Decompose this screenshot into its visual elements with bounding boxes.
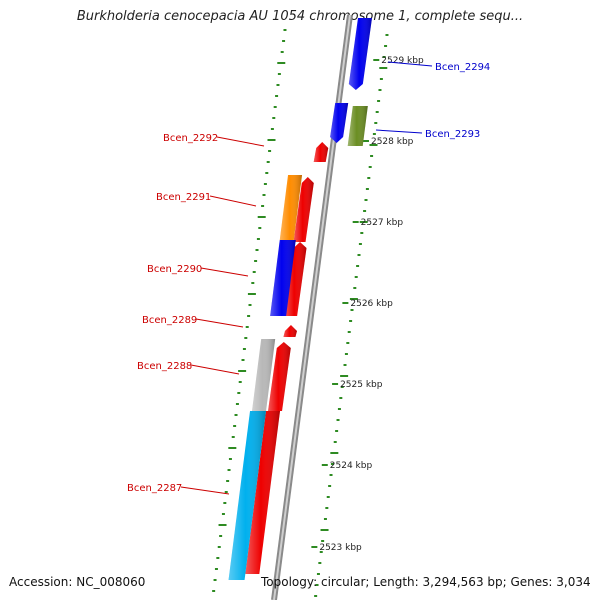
gene-name: Bcen_2292 <box>163 133 218 144</box>
feature-shading <box>268 342 291 411</box>
kbp-label: 2527 kbp <box>361 218 404 228</box>
feature-bcen-2293-product-blue- <box>330 103 349 143</box>
gene-name: Bcen_2290 <box>147 264 202 275</box>
gene-name: Bcen_2293 <box>425 129 480 140</box>
feature-bcen-2291-product <box>279 175 303 240</box>
gene-label-bcen-2288: Bcen_2288 <box>137 361 240 375</box>
feature-bcen-2291-gene <box>293 177 314 242</box>
gene-label-bcen-2287: Bcen_2287 <box>127 483 230 495</box>
feature-bcen-2294-product <box>348 18 372 90</box>
feature-shading <box>348 18 372 90</box>
gene-name: Bcen_2288 <box>137 361 192 372</box>
kbp-label: 2526 kbp <box>350 299 393 309</box>
tick-marks <box>212 29 389 597</box>
leader-line <box>387 61 433 67</box>
topology-summary: Topology: circular; Length: 3,294,563 bp… <box>261 575 591 589</box>
leader-line <box>216 136 265 147</box>
gene-label-bcen-2290: Bcen_2290 <box>147 264 249 277</box>
gene-name: Bcen_2287 <box>127 483 182 494</box>
feature-shading <box>252 339 276 411</box>
feature-shading <box>293 177 314 242</box>
gene-label-bcen-2292: Bcen_2292 <box>163 133 265 147</box>
feature-shading <box>228 411 267 580</box>
kbp-label: 2524 kbp <box>330 461 373 471</box>
feature-bcen-2287-product <box>228 411 267 580</box>
feature-shading <box>279 175 303 240</box>
feature-shading <box>347 106 368 146</box>
leader-line <box>190 364 240 375</box>
kbp-label: 2528 kbp <box>371 137 414 147</box>
gene-label-bcen-2289: Bcen_2289 <box>142 315 244 328</box>
gene-name: Bcen_2289 <box>142 315 197 326</box>
feature-bcen-2287-gene <box>245 411 281 574</box>
feature-shading <box>270 240 296 316</box>
feature-bcen-2288-gene <box>268 342 291 411</box>
gene-label-bcen-2294: Bcen_2294 <box>387 61 490 73</box>
gene-label-bcen-2291: Bcen_2291 <box>156 192 257 207</box>
leader-line <box>375 129 423 134</box>
leader-line <box>200 267 249 277</box>
feature-bcen-2290-gene <box>284 242 307 316</box>
gene-features <box>228 18 372 580</box>
gene-name: Bcen_2291 <box>156 192 211 203</box>
gene-label-bcen-2293: Bcen_2293 <box>375 129 480 140</box>
feature-shading <box>313 142 329 162</box>
feature-shading <box>284 242 307 316</box>
feature-bcen-2293-product-green- <box>347 106 368 146</box>
leader-line <box>180 486 230 495</box>
kbp-label: 2523 kbp <box>319 543 362 553</box>
feature-bcen-2292-gene <box>313 142 329 162</box>
feature-shading <box>245 411 281 574</box>
kbp-label: 2529 kbp <box>381 56 424 66</box>
feature-shading <box>330 103 349 143</box>
feature-bcen-2290-product <box>270 240 296 316</box>
gene-name: Bcen_2294 <box>435 62 490 73</box>
feature-bcen-2289-gene <box>283 325 297 337</box>
accession-label: Accession: NC_008060 <box>9 575 146 589</box>
sequence-title: Burkholderia cenocepacia AU 1054 chromos… <box>76 9 524 24</box>
feature-bcen-2288-product <box>252 339 276 411</box>
feature-shading <box>283 325 297 337</box>
leader-line <box>209 195 257 207</box>
leader-line <box>195 318 244 328</box>
labels: 2529 kbp 2528 kbp 2527 kbp 2526 kbp 2525 kbp… <box>127 56 490 553</box>
kbp-label: 2525 kbp <box>340 380 383 390</box>
